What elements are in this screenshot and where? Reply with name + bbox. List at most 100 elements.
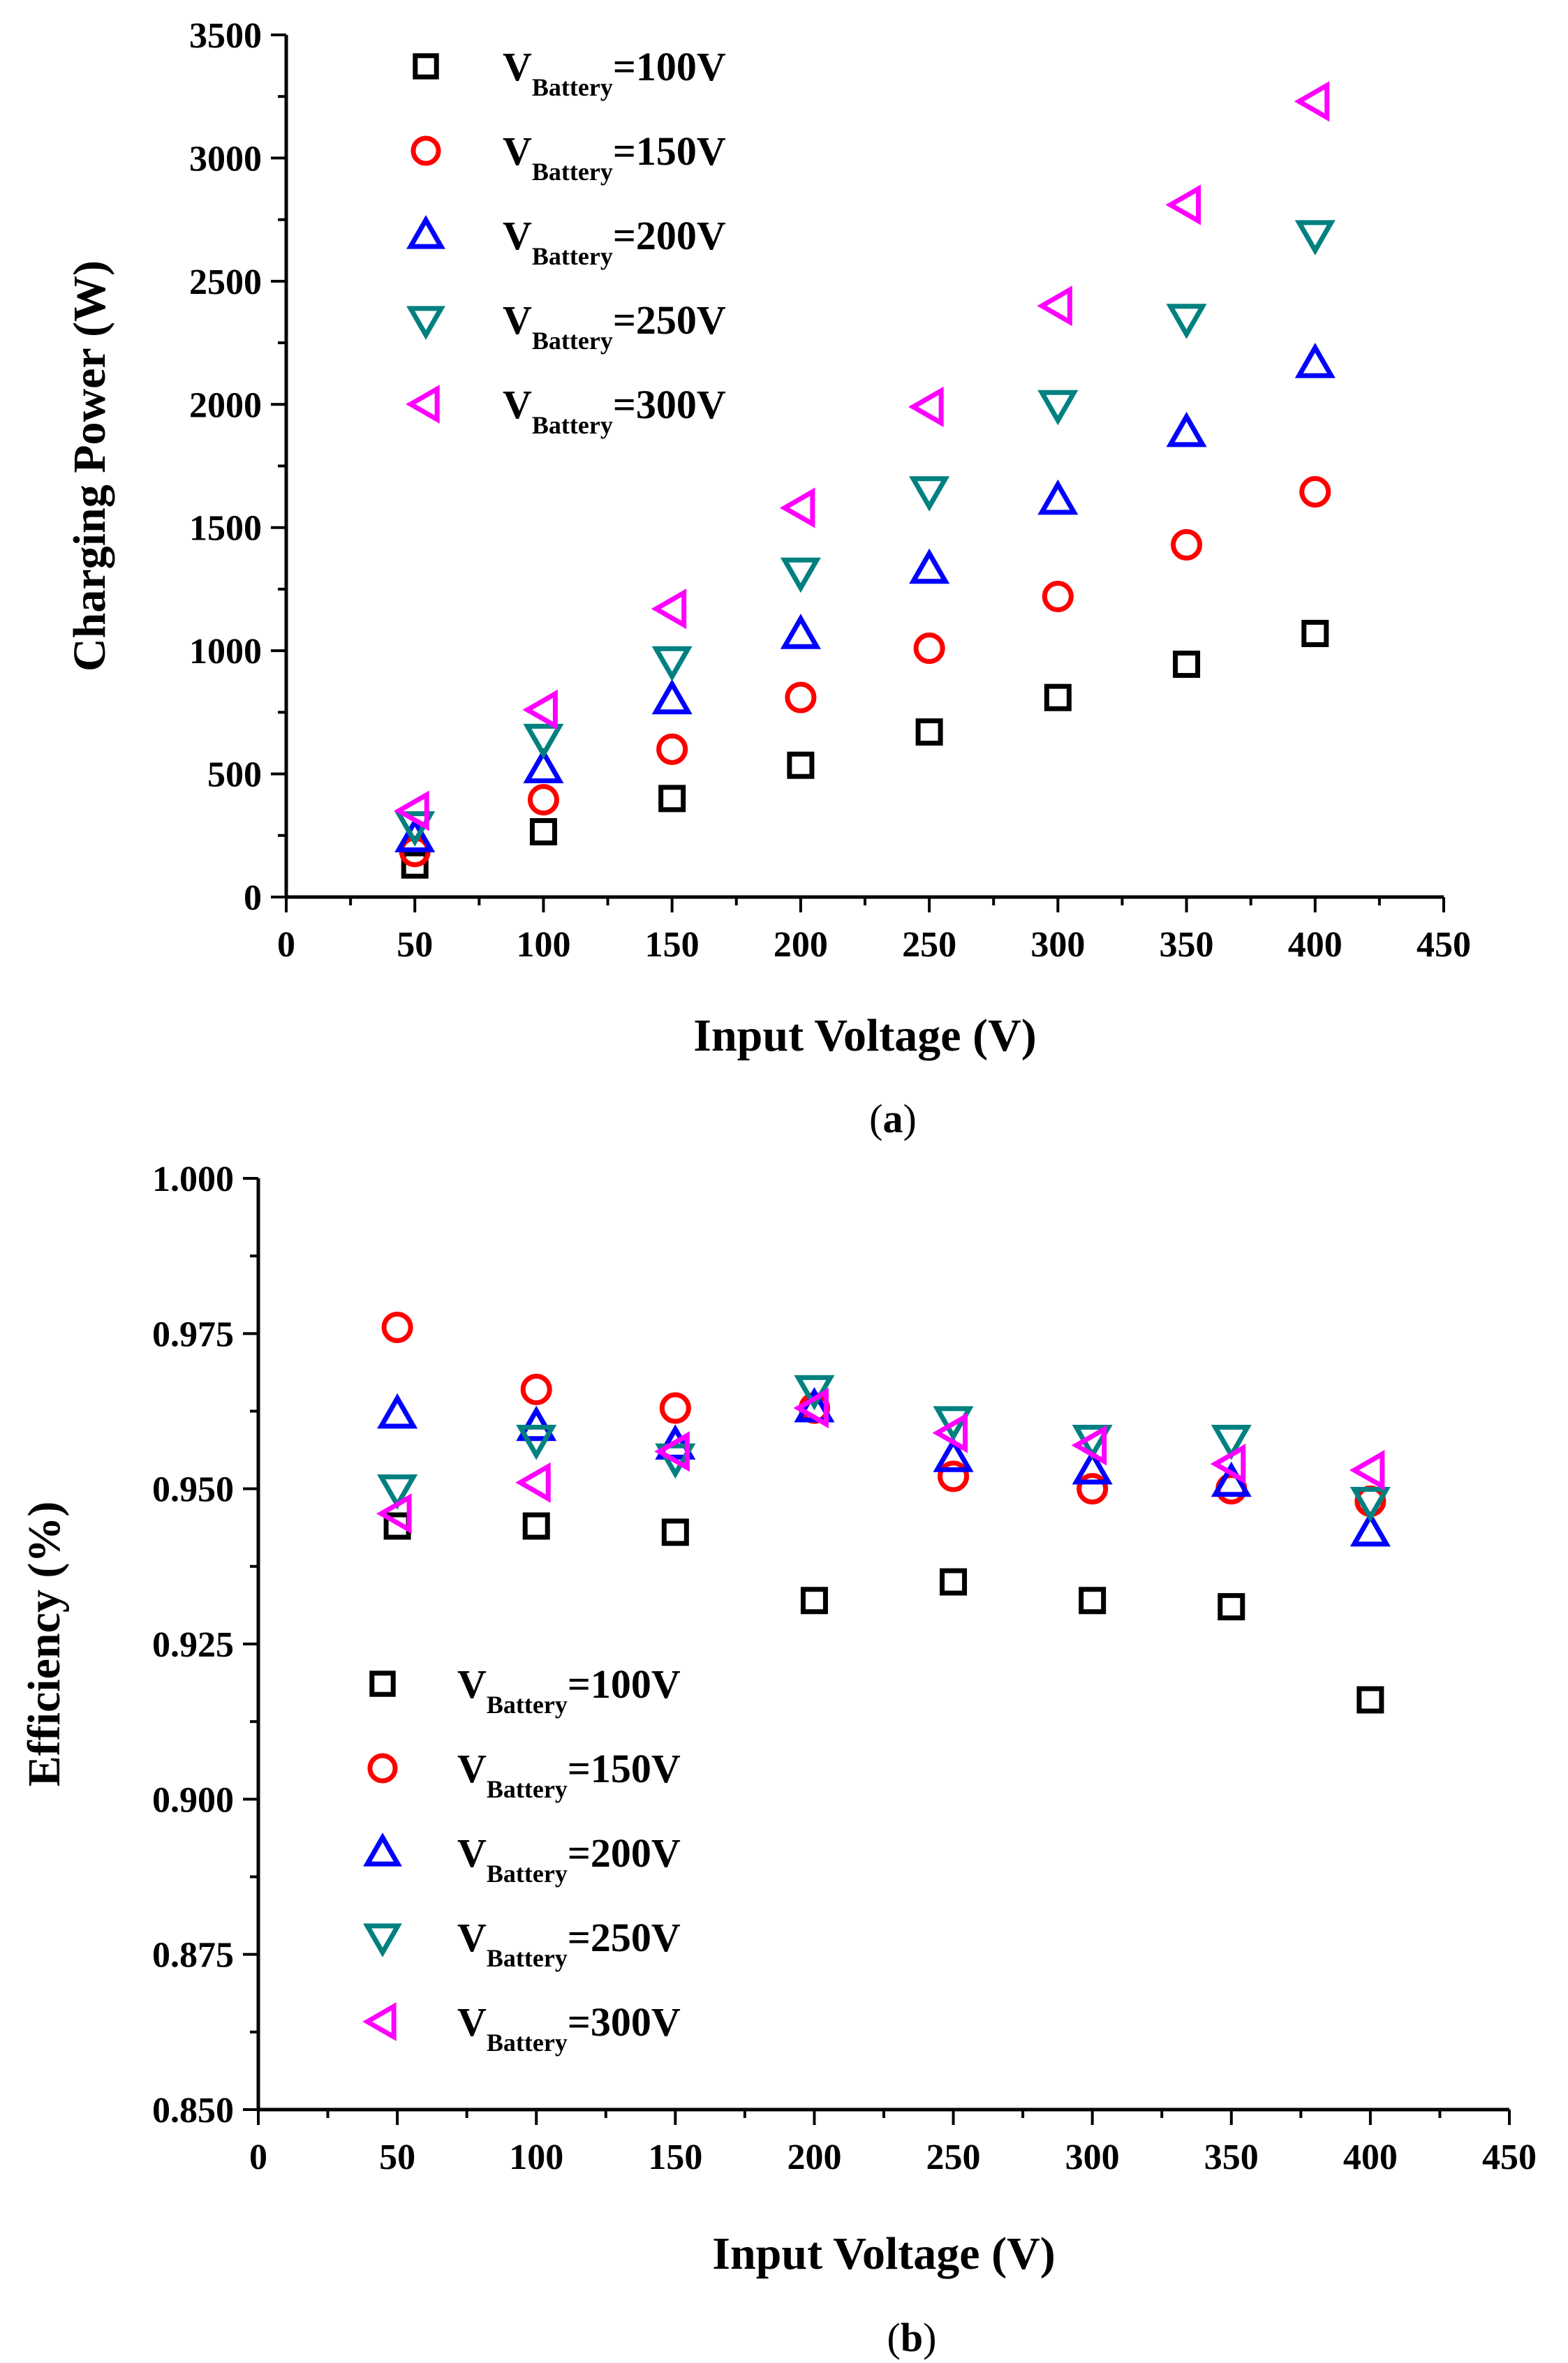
data-point [933, 1406, 974, 1442]
data-point [661, 1518, 689, 1546]
x-tick-label: 300 [1065, 2138, 1120, 2177]
legend-marker [362, 2002, 397, 2041]
data-point [1166, 304, 1207, 339]
y-tick-label: 0.950 [152, 1470, 234, 1510]
x-tick-label: 250 [902, 925, 956, 965]
series-200v [394, 343, 1336, 852]
series-300v [394, 81, 1330, 831]
data-point [932, 1412, 968, 1453]
data-point [1079, 1587, 1107, 1615]
data-point [1218, 1593, 1245, 1621]
legend-marker [363, 1923, 402, 1957]
data-point [915, 718, 943, 746]
y-tick-label: 1.000 [152, 1160, 234, 1199]
y-tick-label: 3500 [189, 16, 262, 56]
x-axis-title: Input Voltage (V) [712, 2228, 1055, 2279]
y-tick-label: 3000 [189, 139, 262, 179]
data-point [394, 811, 436, 847]
data-point [523, 748, 564, 784]
data-point [780, 614, 821, 649]
y-tick-label: 0.850 [152, 2091, 234, 2131]
legend-label: VBattery=150V [457, 1746, 681, 1803]
data-point [658, 785, 686, 813]
data-point [1211, 1425, 1252, 1460]
x-axis-title: Input Voltage (V) [693, 1010, 1036, 1061]
data-point [1072, 1449, 1113, 1485]
data-point [909, 548, 950, 584]
data-point [516, 1405, 557, 1442]
data-point [655, 1443, 696, 1479]
y-tick-label: 2500 [189, 262, 262, 302]
x-tick-label: 150 [645, 925, 700, 965]
data-point [938, 1460, 970, 1492]
series-250v [394, 220, 1336, 847]
data-point [376, 1493, 412, 1534]
x-tick-label: 0 [249, 2138, 267, 2177]
y-tick-label: 0.925 [152, 1625, 234, 1665]
series-100v [383, 1512, 1384, 1714]
legend-marker [369, 1671, 396, 1697]
data-point [1294, 343, 1336, 378]
data-point [651, 588, 687, 630]
data-point [908, 386, 944, 427]
data-point [394, 790, 429, 831]
data-point [1165, 184, 1201, 225]
legend-label: VBattery=200V [503, 213, 726, 270]
data-point [1294, 81, 1330, 122]
data-point [1349, 1449, 1385, 1491]
x-tick-label: 100 [509, 2138, 563, 2177]
x-tick-label: 200 [787, 2138, 841, 2177]
data-point [909, 476, 950, 512]
y-tick-label: 1500 [189, 509, 262, 549]
panel-a-charging-power: 0 50 100 150 200 250 300 350 400 450 0 500 1000 1500 2… [64, 16, 1471, 1141]
data-point [522, 1512, 550, 1540]
data-point [913, 632, 945, 665]
data-point [523, 723, 564, 760]
legend-label: VBattery=100V [457, 1661, 681, 1719]
data-point [1171, 528, 1203, 561]
data-point [1349, 1511, 1391, 1547]
y-tick-label: 500 [207, 755, 262, 795]
legend-marker [411, 135, 441, 166]
legend-label: VBattery=300V [503, 382, 726, 439]
data-point [377, 1393, 418, 1429]
data-point [394, 817, 436, 852]
series-100v [401, 619, 1329, 879]
data-point [656, 733, 688, 765]
legend-marker [406, 215, 445, 249]
x-tick-label: 0 [277, 925, 295, 965]
data-point [785, 681, 817, 713]
data-point [1173, 651, 1201, 679]
data-point [516, 1425, 557, 1460]
legend-marker [406, 306, 445, 340]
data-point [381, 1311, 413, 1343]
legend-label: VBattery=150V [503, 128, 726, 186]
y-tick-label: 0.975 [152, 1314, 234, 1354]
data-point [1166, 411, 1207, 447]
y-axis-title: Efficiency (%) [19, 1502, 70, 1787]
data-point [1299, 476, 1331, 508]
y-tick-label: 0 [244, 878, 262, 918]
x-tick-label: 350 [1160, 925, 1214, 965]
data-point [1294, 220, 1336, 255]
data-point [1037, 286, 1072, 327]
legend-label: VBattery=250V [503, 297, 726, 355]
data-point [1210, 1444, 1246, 1485]
legend-label: VBattery=100V [503, 44, 726, 101]
data-point [527, 784, 559, 816]
data-point [1037, 479, 1079, 515]
y-tick-label: 2000 [189, 385, 262, 425]
legend-marker [363, 1832, 402, 1867]
x-tick-label: 300 [1030, 925, 1085, 965]
data-point [655, 1424, 696, 1460]
data-point [651, 679, 693, 715]
data-point [659, 1392, 691, 1424]
x-tick-label: 50 [397, 925, 433, 965]
panel-caption: (a) [869, 1096, 917, 1141]
panel-caption: (b) [887, 2315, 937, 2360]
data-point [779, 487, 815, 528]
y-axis-title: Charging Power (W) [64, 260, 115, 672]
data-point [933, 1437, 974, 1472]
legend-label: VBattery=300V [457, 1999, 681, 2057]
